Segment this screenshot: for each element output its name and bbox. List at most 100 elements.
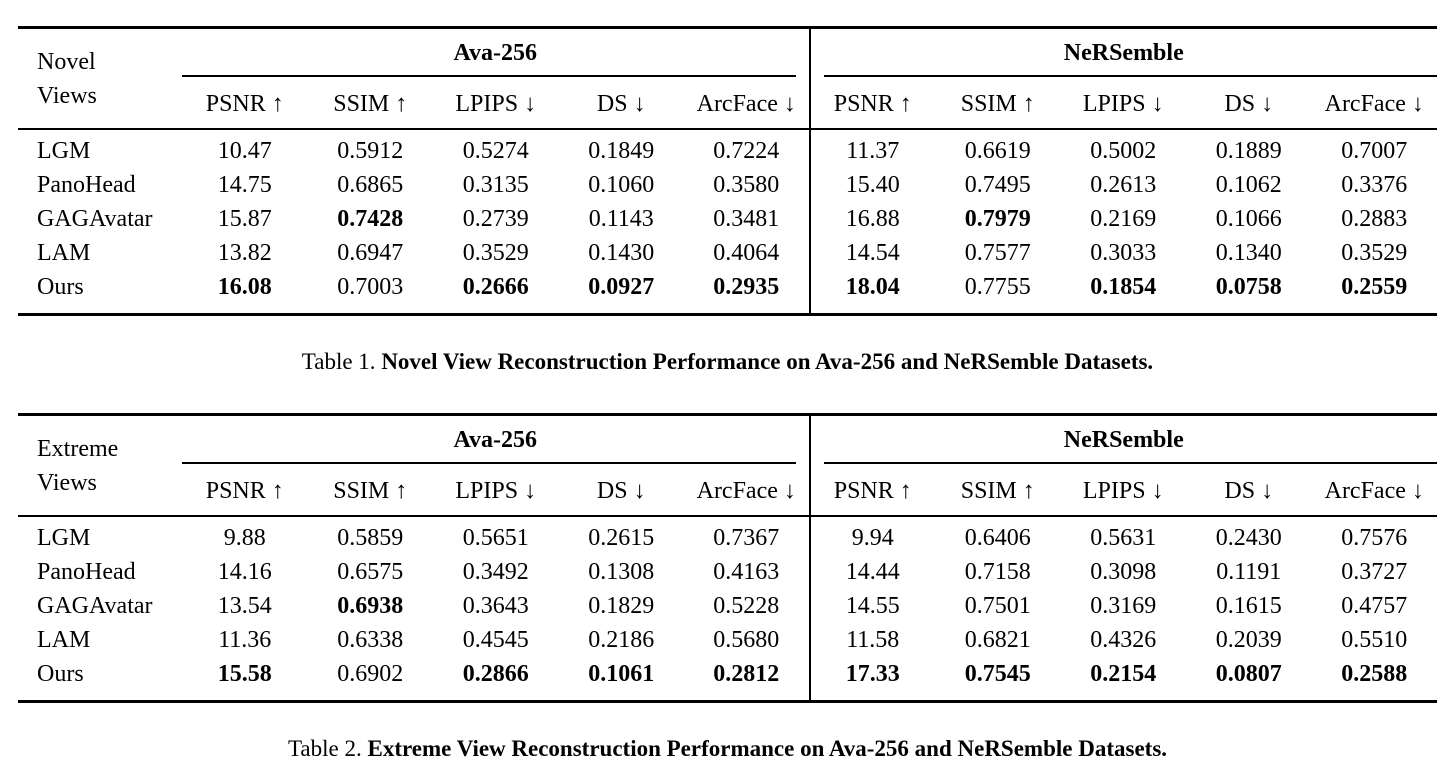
- metric-header-psnr: PSNR ↑: [182, 464, 308, 517]
- table-extreme-views: Extreme Views Ava-256 NeRSemble PSNR ↑ S…: [18, 413, 1437, 703]
- table-row: LGM 10.47 0.5912 0.5274 0.1849 0.7224 11.37 0.6…: [18, 129, 1437, 168]
- metric-value: 0.4064: [713, 239, 780, 266]
- metric-value: 0.2169: [1090, 205, 1157, 232]
- metric-value: 0.2186: [588, 626, 655, 653]
- metric-value: 0.2613: [1090, 171, 1157, 198]
- caption-title: Novel View Reconstruction Performance on…: [381, 349, 1154, 374]
- caption-title: Extreme View Reconstruction Performance …: [367, 736, 1168, 761]
- column-group-ava256: Ava-256: [182, 415, 810, 464]
- metric-header-arcface: ArcFace ↓: [1311, 464, 1437, 517]
- metric-value: 0.1854: [1090, 273, 1157, 300]
- metric-value: 0.3492: [462, 558, 529, 585]
- metric-value: 0.2812: [713, 660, 780, 687]
- metric-header-ssim: SSIM ↑: [307, 464, 433, 517]
- metric-value: 15.58: [217, 660, 272, 687]
- metric-header-arcface: ArcFace ↓: [684, 77, 810, 130]
- metric-value: 0.1430: [588, 239, 655, 266]
- metric-value: 0.5510: [1341, 626, 1408, 653]
- metric-value: 0.7428: [337, 205, 404, 232]
- method-name: Ours: [37, 660, 84, 687]
- metric-header-psnr: PSNR ↑: [808, 464, 935, 517]
- metric-value: 0.7545: [964, 660, 1031, 687]
- metric-header-lpips: LPIPS ↓: [433, 77, 559, 130]
- row-group-label: Extreme Views: [18, 414, 182, 517]
- table-row: LAM 13.82 0.6947 0.3529 0.1430 0.4064 14.54 0.7…: [18, 236, 1437, 270]
- method-name: LGM: [37, 137, 91, 164]
- metric-value: 0.3481: [713, 205, 780, 232]
- metric-header-ssim: SSIM ↑: [307, 77, 433, 130]
- metric-value: 14.75: [217, 171, 272, 198]
- metric-value: 0.6902: [337, 660, 404, 687]
- metric-header-ssim: SSIM ↑: [935, 464, 1061, 517]
- metric-header-psnr: PSNR ↑: [182, 77, 308, 130]
- metric-value: 0.7495: [964, 171, 1031, 198]
- metric-value: 14.54: [808, 236, 935, 270]
- metric-value: 0.2866: [462, 660, 529, 687]
- metric-header-ds: DS ↓: [1186, 464, 1312, 517]
- metric-value: 0.7501: [964, 592, 1031, 619]
- column-group-label: Ava-256: [453, 39, 538, 66]
- column-group-label: NeRSemble: [1063, 39, 1184, 66]
- metric-value: 0.5912: [337, 137, 404, 164]
- metric-value: 0.2615: [588, 524, 655, 551]
- metric-header-ds: DS ↓: [1186, 77, 1312, 130]
- column-group-nersemble: NeRSemble: [808, 414, 1437, 464]
- metric-value: 0.6338: [337, 626, 404, 653]
- metric-value: 0.3098: [1090, 558, 1157, 585]
- metric-header-lpips: LPIPS ↓: [1060, 464, 1186, 517]
- metric-value: 0.1889: [1215, 137, 1282, 164]
- metric-value: 0.0927: [588, 273, 655, 300]
- metric-header-arcface: ArcFace ↓: [1311, 77, 1437, 130]
- metric-value: 0.3169: [1090, 592, 1157, 619]
- metric-value: 0.6406: [964, 524, 1031, 551]
- table-row: LAM 11.36 0.6338 0.4545 0.2186 0.5680 11.58 0.6…: [18, 623, 1437, 657]
- method-name: PanoHead: [37, 171, 136, 198]
- metric-value: 9.94: [808, 516, 935, 555]
- metric-value: 16.88: [808, 202, 935, 236]
- metric-header-row: PSNR ↑ SSIM ↑ LPIPS ↓ DS ↓ ArcFace ↓ PSN…: [18, 464, 1437, 517]
- metric-value: 0.5631: [1090, 524, 1157, 551]
- metric-value: 0.3580: [713, 171, 780, 198]
- metric-value: 0.2154: [1090, 660, 1157, 687]
- metric-value: 11.58: [808, 623, 935, 657]
- metric-value: 0.7007: [1341, 137, 1408, 164]
- method-name: LAM: [37, 626, 91, 653]
- cmidrule: [182, 462, 796, 464]
- metric-value: 0.3376: [1341, 171, 1408, 198]
- metric-value: 15.87: [217, 205, 272, 232]
- metric-value: 0.2935: [713, 273, 780, 300]
- metric-value: 0.6575: [337, 558, 404, 585]
- metric-value: 0.1191: [1216, 558, 1282, 585]
- metric-value: 0.1615: [1215, 592, 1282, 619]
- metric-value: 0.1066: [1215, 205, 1282, 232]
- metric-value: 14.55: [808, 589, 935, 623]
- group-header-row: Extreme Views Ava-256 NeRSemble: [18, 414, 1437, 517]
- table2-caption: Table 2. Extreme View Reconstruction Per…: [18, 733, 1437, 764]
- metric-value: 13.82: [217, 239, 272, 266]
- metric-value: 0.2666: [462, 273, 529, 300]
- table-row: LGM 9.88 0.5859 0.5651 0.2615 0.7367 9.94 0.640…: [18, 516, 1437, 555]
- table-row: Ours 16.08 0.7003 0.2666 0.0927 0.2935 18.04 0.…: [18, 270, 1437, 315]
- metric-value: 0.4326: [1090, 626, 1157, 653]
- metric-value: 0.1143: [588, 205, 654, 232]
- metric-value: 0.6938: [337, 592, 404, 619]
- metric-value: 0.7158: [964, 558, 1031, 585]
- metric-value: 16.08: [217, 273, 272, 300]
- metric-value: 0.1340: [1215, 239, 1282, 266]
- metric-value: 17.33: [808, 657, 935, 702]
- method-name: GAGAvatar: [37, 205, 153, 232]
- metric-value: 0.5680: [713, 626, 780, 653]
- metric-header-arcface: ArcFace ↓: [684, 464, 810, 517]
- metric-value: 0.5274: [462, 137, 529, 164]
- metric-header-ssim: SSIM ↑: [935, 77, 1061, 130]
- metric-value: 0.7755: [964, 273, 1031, 300]
- metric-value: 13.54: [217, 592, 272, 619]
- metric-value: 0.3033: [1090, 239, 1157, 266]
- metric-header-lpips: LPIPS ↓: [433, 464, 559, 517]
- cmidrule: [823, 462, 1437, 464]
- metric-value: 0.7224: [713, 137, 780, 164]
- metric-value: 0.2039: [1215, 626, 1282, 653]
- table-row: Ours 15.58 0.6902 0.2866 0.1061 0.2812 17.33 0.…: [18, 657, 1437, 702]
- metric-value: 0.1060: [588, 171, 655, 198]
- caption-prefix: Table 2.: [287, 736, 362, 761]
